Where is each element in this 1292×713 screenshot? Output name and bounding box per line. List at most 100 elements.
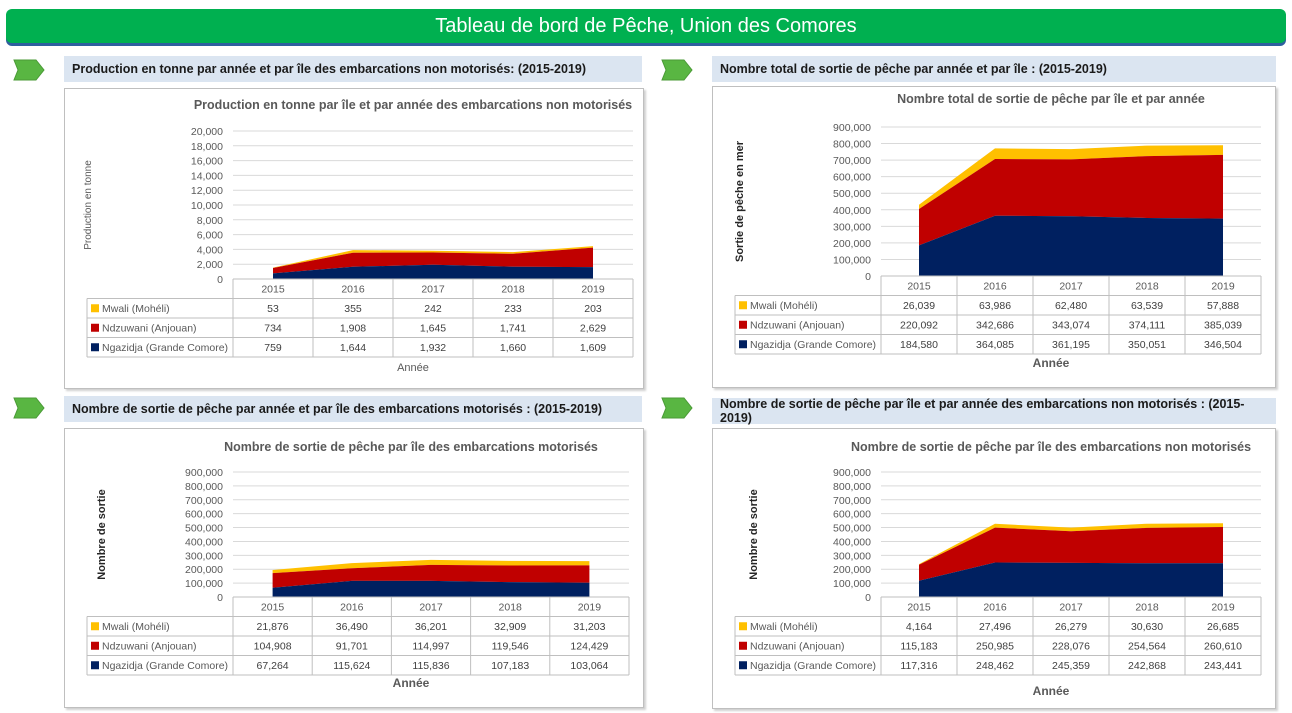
section-arrow-icon xyxy=(661,59,693,81)
data-label: 361,195 xyxy=(1052,339,1090,351)
chart-total-sorties: Nombre total de sortie de pêche par île … xyxy=(734,92,1262,370)
y-tick-label: 300,000 xyxy=(833,221,871,233)
legend-label: Ndzuwani (Anjouan) xyxy=(102,640,197,652)
y-axis-label: Nombre de sortie xyxy=(96,489,108,579)
y-tick-label: 900,000 xyxy=(185,467,223,479)
y-tick-label: 0 xyxy=(217,274,223,286)
chart-title: Production en tonne par île et par année… xyxy=(194,98,632,112)
section-heading-production: Production en tonne par année et par île… xyxy=(64,56,642,82)
y-tick-label: 600,000 xyxy=(833,172,871,184)
data-label: 32,909 xyxy=(494,621,526,633)
data-label: 63,539 xyxy=(1131,300,1163,312)
y-tick-label: 900,000 xyxy=(833,122,871,134)
y-tick-label: 800,000 xyxy=(833,481,871,493)
data-label: 63,986 xyxy=(979,300,1011,312)
legend-label: Mwali (Mohéli) xyxy=(102,621,170,633)
y-tick-label: 600,000 xyxy=(833,509,871,521)
data-label: 242,868 xyxy=(1128,660,1166,672)
legend-swatch xyxy=(739,320,747,329)
x-tick-label: 2015 xyxy=(907,280,931,292)
data-label: 254,564 xyxy=(1128,640,1166,652)
y-tick-label: 500,000 xyxy=(833,188,871,200)
legend-label: Ngazidja (Grande Comore) xyxy=(750,660,876,672)
dashboard-title-bar: Tableau de bord de Pêche, Union des Como… xyxy=(6,9,1286,43)
y-tick-label: 300,000 xyxy=(833,550,871,562)
section-heading-text: Production en tonne par année et par île… xyxy=(72,62,587,76)
legend-swatch xyxy=(91,343,99,352)
y-tick-label: 14,000 xyxy=(191,170,223,182)
legend-swatch xyxy=(739,340,747,349)
data-label: 374,111 xyxy=(1129,319,1166,331)
y-axis-label: Production en tonne xyxy=(83,160,94,250)
y-tick-label: 600,000 xyxy=(185,509,223,521)
y-tick-label: 300,000 xyxy=(185,550,223,562)
data-label: 26,685 xyxy=(1207,621,1239,633)
data-label: 228,076 xyxy=(1052,640,1090,652)
data-label: 243,441 xyxy=(1204,660,1242,672)
legend-swatch xyxy=(91,304,99,313)
data-label: 385,039 xyxy=(1204,319,1242,331)
data-label: 1,932 xyxy=(420,342,446,354)
chart-title: Nombre de sortie de pêche par île des em… xyxy=(224,440,598,454)
legend-swatch xyxy=(739,661,747,670)
x-tick-label: 2019 xyxy=(581,283,605,295)
data-label: 355 xyxy=(344,303,362,315)
x-tick-label: 2019 xyxy=(578,601,602,613)
legend-label: Mwali (Mohéli) xyxy=(750,621,818,633)
y-tick-label: 800,000 xyxy=(185,481,223,493)
y-tick-label: 8,000 xyxy=(197,215,223,227)
area-series-2 xyxy=(272,580,590,597)
y-tick-label: 0 xyxy=(865,592,871,604)
y-tick-label: 200,000 xyxy=(185,564,223,576)
data-label: 119,546 xyxy=(492,640,529,652)
data-label: 759 xyxy=(264,342,282,354)
chart-sorties-non-motorises: Nombre de sortie de pêche par île des em… xyxy=(734,440,1262,698)
y-tick-label: 18,000 xyxy=(191,141,223,153)
section-heading-total-sorties: Nombre total de sortie de pêche par anné… xyxy=(712,56,1276,82)
legend-swatch xyxy=(739,641,747,650)
chart-panel-motorises: Nombre de sortie de pêche par île des em… xyxy=(64,428,644,708)
area-series-2 xyxy=(919,215,1223,276)
legend-swatch xyxy=(91,661,99,670)
data-label: 53 xyxy=(267,303,279,315)
area-series-1 xyxy=(919,527,1223,581)
chart-panel-non-motorises: Nombre de sortie de pêche par île des em… xyxy=(712,428,1276,709)
data-label: 27,496 xyxy=(979,621,1011,633)
data-label: 124,429 xyxy=(570,640,608,652)
x-tick-label: 2017 xyxy=(419,601,443,613)
data-label: 107,183 xyxy=(491,660,529,672)
data-label: 2,629 xyxy=(580,322,606,334)
data-label: 734 xyxy=(264,322,282,334)
x-tick-label: 2017 xyxy=(421,283,445,295)
y-tick-label: 10,000 xyxy=(191,200,223,212)
x-axis-label: Année xyxy=(397,362,429,374)
chart-sorties-motorises: Nombre de sortie de pêche par île des em… xyxy=(86,440,630,690)
data-label: 31,203 xyxy=(573,621,605,633)
data-label: 30,630 xyxy=(1131,621,1163,633)
data-label: 114,997 xyxy=(412,640,449,652)
legend-swatch xyxy=(739,622,747,631)
x-tick-label: 2018 xyxy=(499,601,523,613)
legend-label: Ndzuwani (Anjouan) xyxy=(102,322,197,334)
area-series-1 xyxy=(272,564,590,588)
data-label: 184,580 xyxy=(900,339,938,351)
section-heading-text: Nombre total de sortie de pêche par anné… xyxy=(720,62,1107,76)
y-tick-label: 700,000 xyxy=(833,155,871,167)
area-series-0 xyxy=(919,145,1223,209)
section-arrow-icon xyxy=(13,397,45,419)
x-tick-label: 2019 xyxy=(1211,601,1235,613)
data-label: 1,609 xyxy=(580,342,606,354)
y-tick-label: 200,000 xyxy=(833,564,871,576)
y-tick-label: 6,000 xyxy=(197,230,223,242)
data-label: 26,039 xyxy=(903,300,935,312)
y-tick-label: 4,000 xyxy=(197,244,223,256)
data-label: 1,660 xyxy=(500,342,526,354)
y-tick-label: 20,000 xyxy=(191,126,223,138)
legend-label: Ndzuwani (Anjouan) xyxy=(750,640,845,652)
data-label: 220,092 xyxy=(900,319,938,331)
y-axis-label: Nombre de sortie xyxy=(748,489,760,579)
data-label: 1,908 xyxy=(340,322,366,334)
y-tick-label: 400,000 xyxy=(185,536,223,548)
legend-swatch xyxy=(91,622,99,631)
x-tick-label: 2017 xyxy=(1059,280,1083,292)
